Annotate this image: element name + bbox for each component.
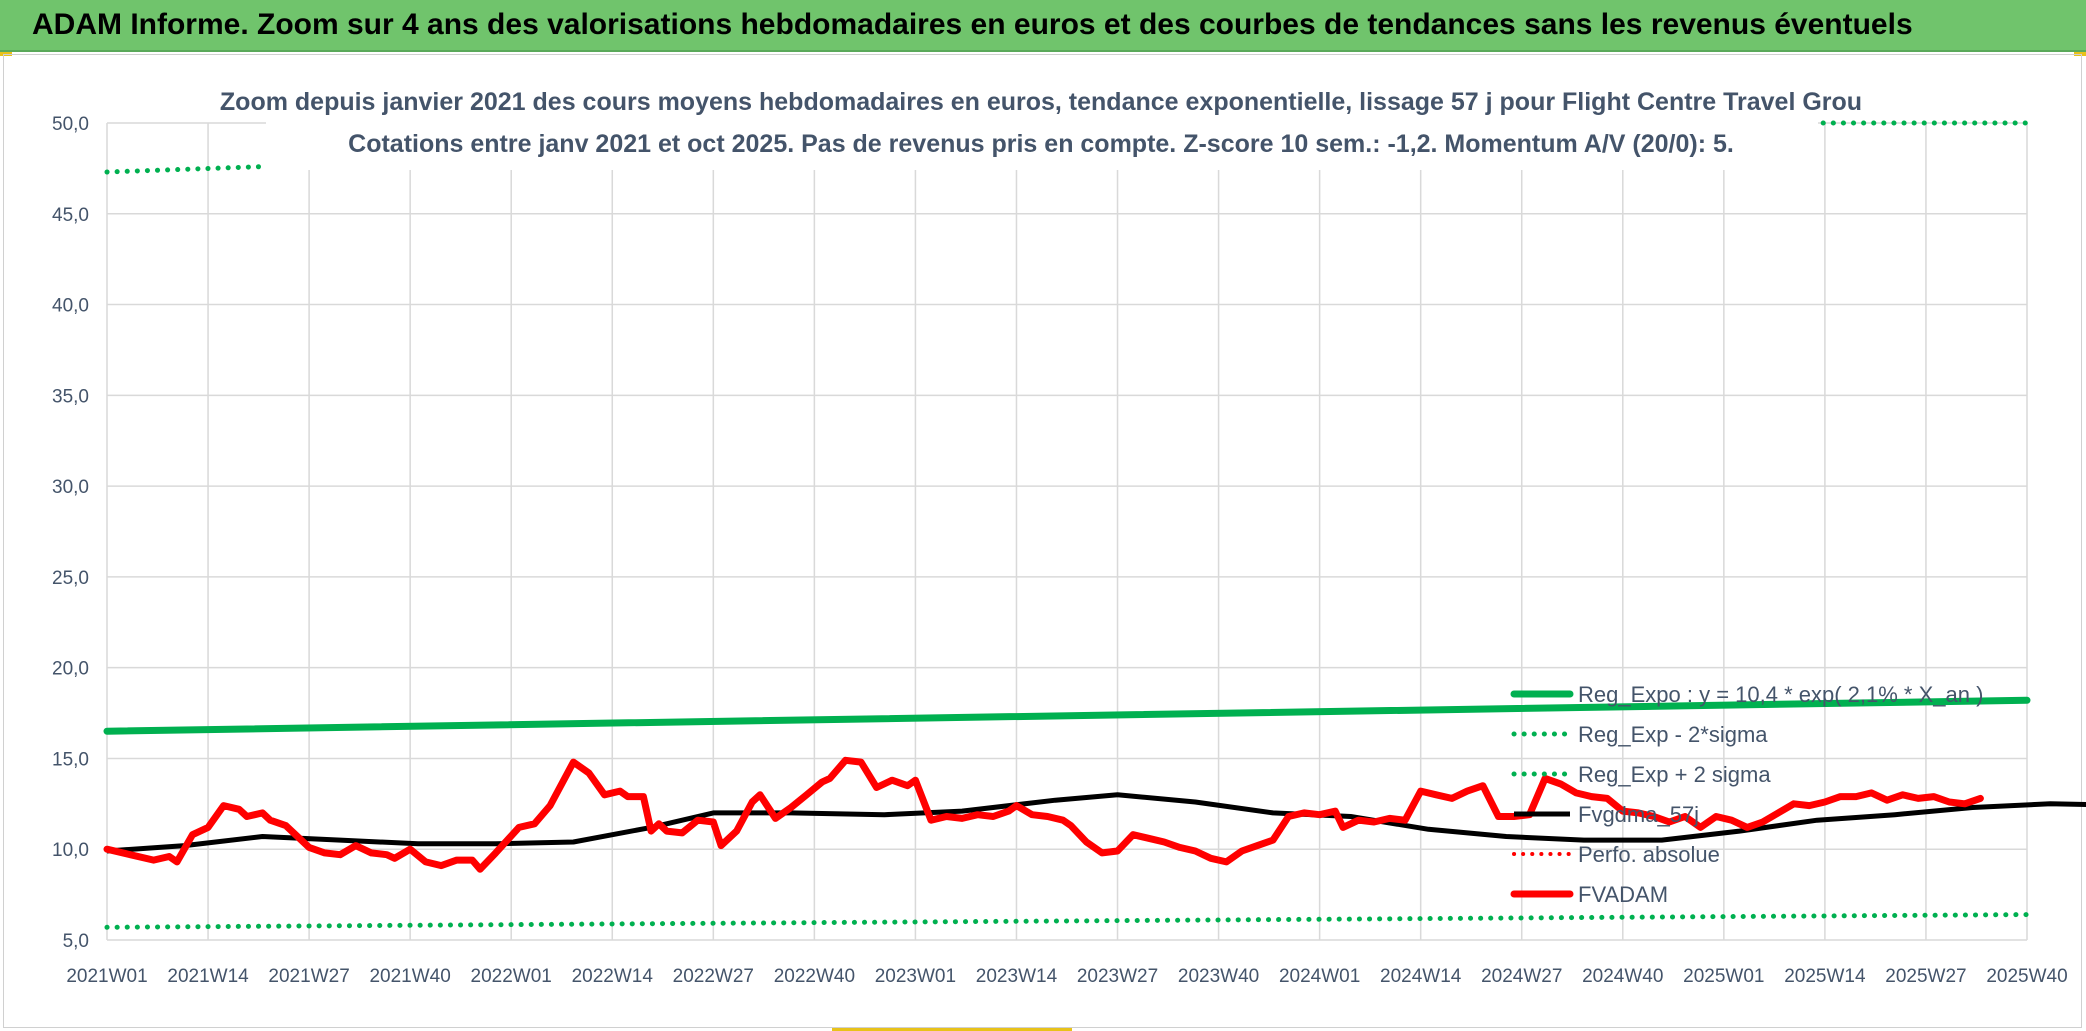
- legend-label: Reg_Exp - 2*sigma: [1578, 722, 1768, 747]
- series-line: [103, 756, 1984, 873]
- x-tick-label: 2025W40: [1986, 966, 2067, 987]
- x-tick-label: 2024W40: [1582, 966, 1663, 987]
- chart-series: [103, 120, 2086, 930]
- y-tick-label: 5,0: [63, 931, 89, 952]
- chart-legend: Reg_Expo : y = 10,4 * exp( 2,1% * X_an )…: [1510, 682, 1983, 907]
- y-tick-label: 30,0: [52, 477, 89, 498]
- y-tick-label: 50,0: [52, 114, 89, 135]
- x-tick-label: 2021W40: [369, 966, 450, 987]
- series-line: [106, 792, 2086, 854]
- legend-label: Reg_Expo : y = 10,4 * exp( 2,1% * X_an ): [1578, 682, 1983, 707]
- bottom-accent: [832, 1028, 1072, 1031]
- x-tick-label: 2025W01: [1683, 966, 1764, 987]
- title-backdrop: [266, 78, 1818, 170]
- x-tick-label: 2022W27: [673, 966, 754, 987]
- x-tick-label: 2023W40: [1178, 966, 1259, 987]
- x-tick-label: 2021W01: [66, 966, 147, 987]
- x-tick-label: 2022W01: [471, 966, 552, 987]
- chart-grid: [106, 122, 2028, 941]
- y-tick-label: 10,0: [52, 840, 89, 861]
- y-tick-label: 35,0: [52, 386, 89, 407]
- y-tick-label: 20,0: [52, 659, 89, 680]
- chart-title: Zoom depuis janvier 2021 des cours moyen…: [220, 88, 1862, 116]
- y-tick-label: 45,0: [52, 205, 89, 226]
- series-line: [104, 912, 2030, 930]
- banner-title: ADAM Informe. Zoom sur 4 ans des valoris…: [32, 8, 1913, 41]
- series-line: [103, 696, 2031, 735]
- x-tick-label: 2021W27: [268, 966, 349, 987]
- y-tick-label: 25,0: [52, 568, 89, 589]
- chart-frame: [3, 54, 2082, 1028]
- x-tick-label: 2023W14: [976, 966, 1058, 987]
- x-tick-label: 2024W01: [1279, 966, 1360, 987]
- x-tick-label: 2022W14: [572, 966, 654, 987]
- x-tick-label: 2023W01: [875, 966, 956, 987]
- x-tick-label: 2023W27: [1077, 966, 1158, 987]
- x-axis-ticks: 2021W01 2021W14 2021W27 2021W40 2022W01 2022W…: [66, 966, 2067, 987]
- x-tick-label: 2024W27: [1481, 966, 1562, 987]
- banner: ADAM Informe. Zoom sur 4 ans des valoris…: [0, 0, 2086, 52]
- legend-label: Fvgdma_57j: [1578, 802, 1699, 827]
- x-tick-label: 2024W14: [1380, 966, 1462, 987]
- x-tick-label: 2025W14: [1784, 966, 1866, 987]
- y-tick-label: 15,0: [52, 749, 89, 770]
- legend-label: Perfo. absolue: [1578, 842, 1720, 867]
- chart-subtitle: Cotations entre janv 2021 et oct 2025. P…: [348, 130, 1734, 158]
- y-tick-label: 40,0: [52, 296, 89, 317]
- legend-label: FVADAM: [1578, 882, 1668, 907]
- x-tick-label: 2025W27: [1885, 966, 1966, 987]
- x-tick-label: 2021W14: [167, 966, 249, 987]
- legend-label: Reg_Exp + 2 sigma: [1578, 762, 1771, 787]
- y-axis-ticks: 5,0 10,0 15,0 20,0 25,0 30,0 35,0 40,0 45,0 50,0: [52, 114, 89, 952]
- x-tick-label: 2022W40: [774, 966, 855, 987]
